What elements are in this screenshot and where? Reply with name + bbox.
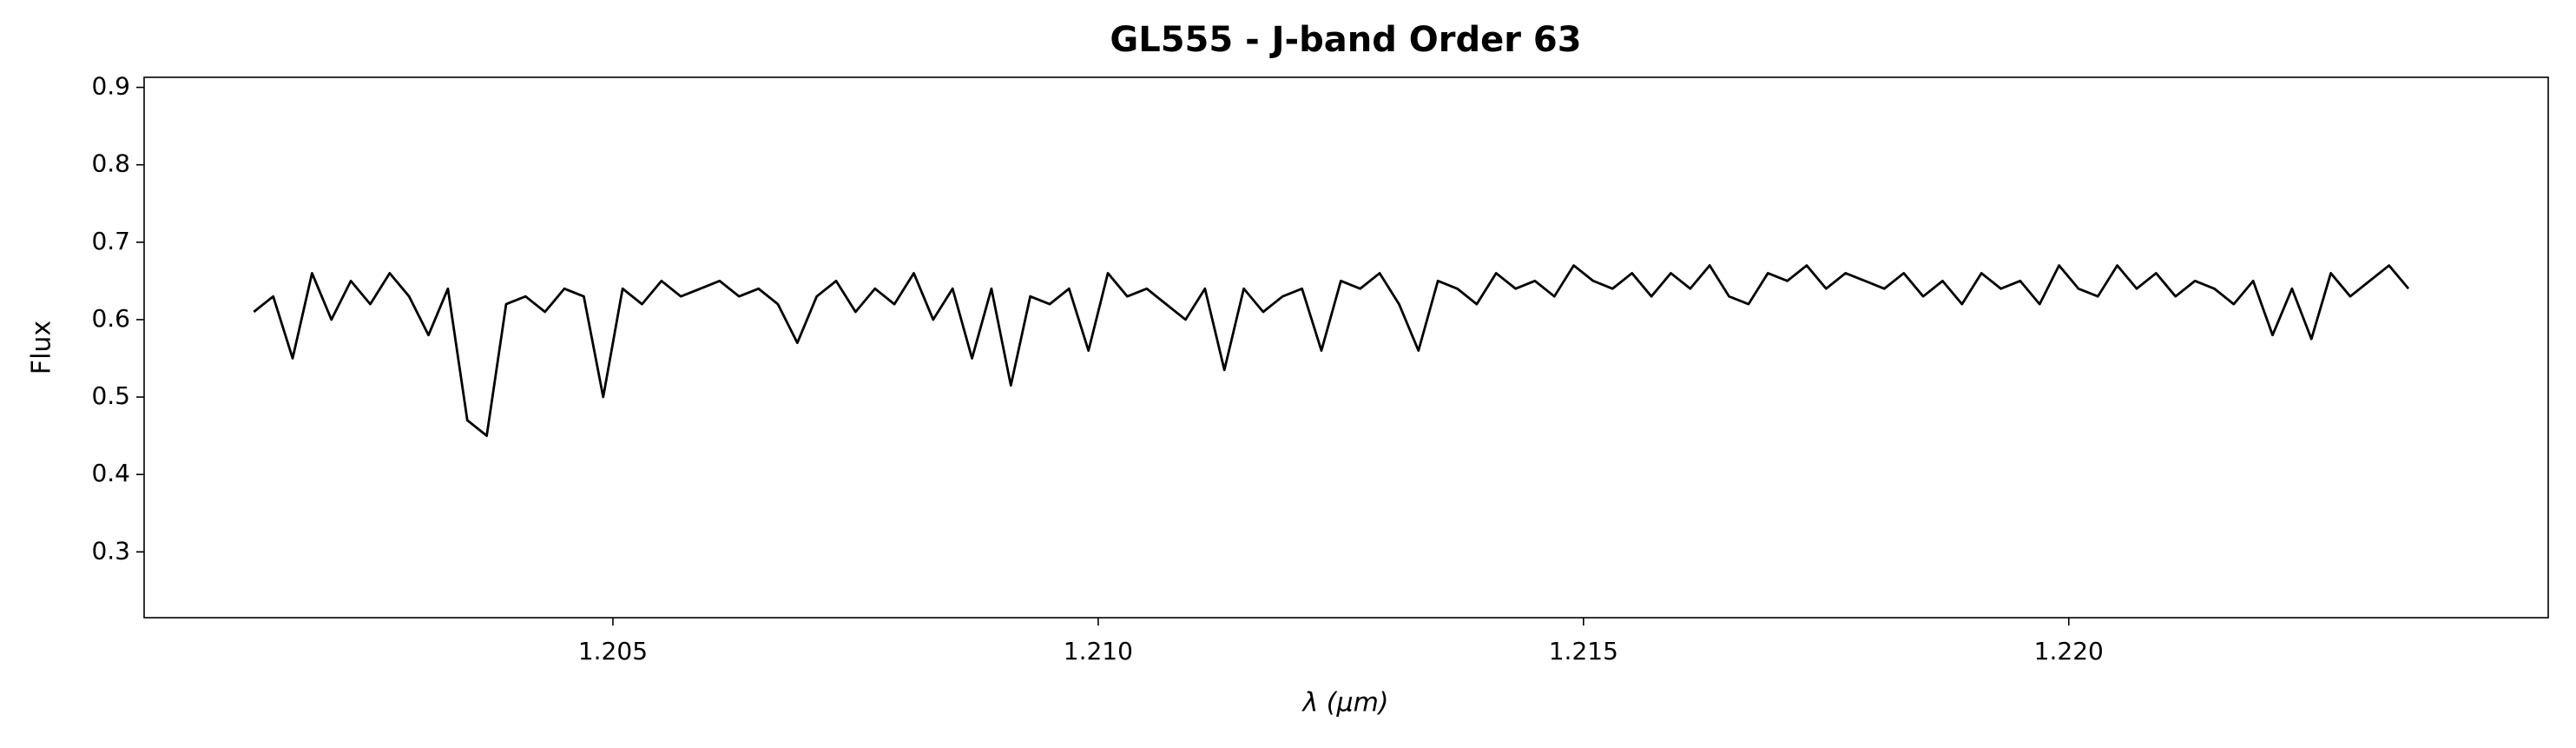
spectrum-line bbox=[253, 264, 2410, 437]
y-tick-label: 0.7 bbox=[91, 227, 130, 255]
y-tick-label: 0.6 bbox=[91, 304, 130, 333]
y-tick-label: 0.4 bbox=[91, 459, 130, 487]
chart-title: GL555 - J-band Order 63 bbox=[1110, 20, 1581, 60]
y-tick-label: 0.9 bbox=[91, 72, 130, 101]
x-tick-label: 1.220 bbox=[2034, 637, 2104, 665]
y-axis-label: Flux bbox=[27, 321, 57, 374]
x-tick-label: 1.215 bbox=[1549, 637, 1618, 665]
y-tick-label: 0.5 bbox=[91, 381, 130, 410]
y-tick-label: 0.3 bbox=[91, 536, 130, 565]
y-tick-label: 0.8 bbox=[91, 149, 130, 178]
x-axis-label: λ (μm) bbox=[1301, 688, 1388, 718]
x-tick-label: 1.210 bbox=[1064, 637, 1133, 665]
x-tick-label: 1.205 bbox=[578, 637, 648, 665]
plot-frame bbox=[143, 76, 2549, 619]
